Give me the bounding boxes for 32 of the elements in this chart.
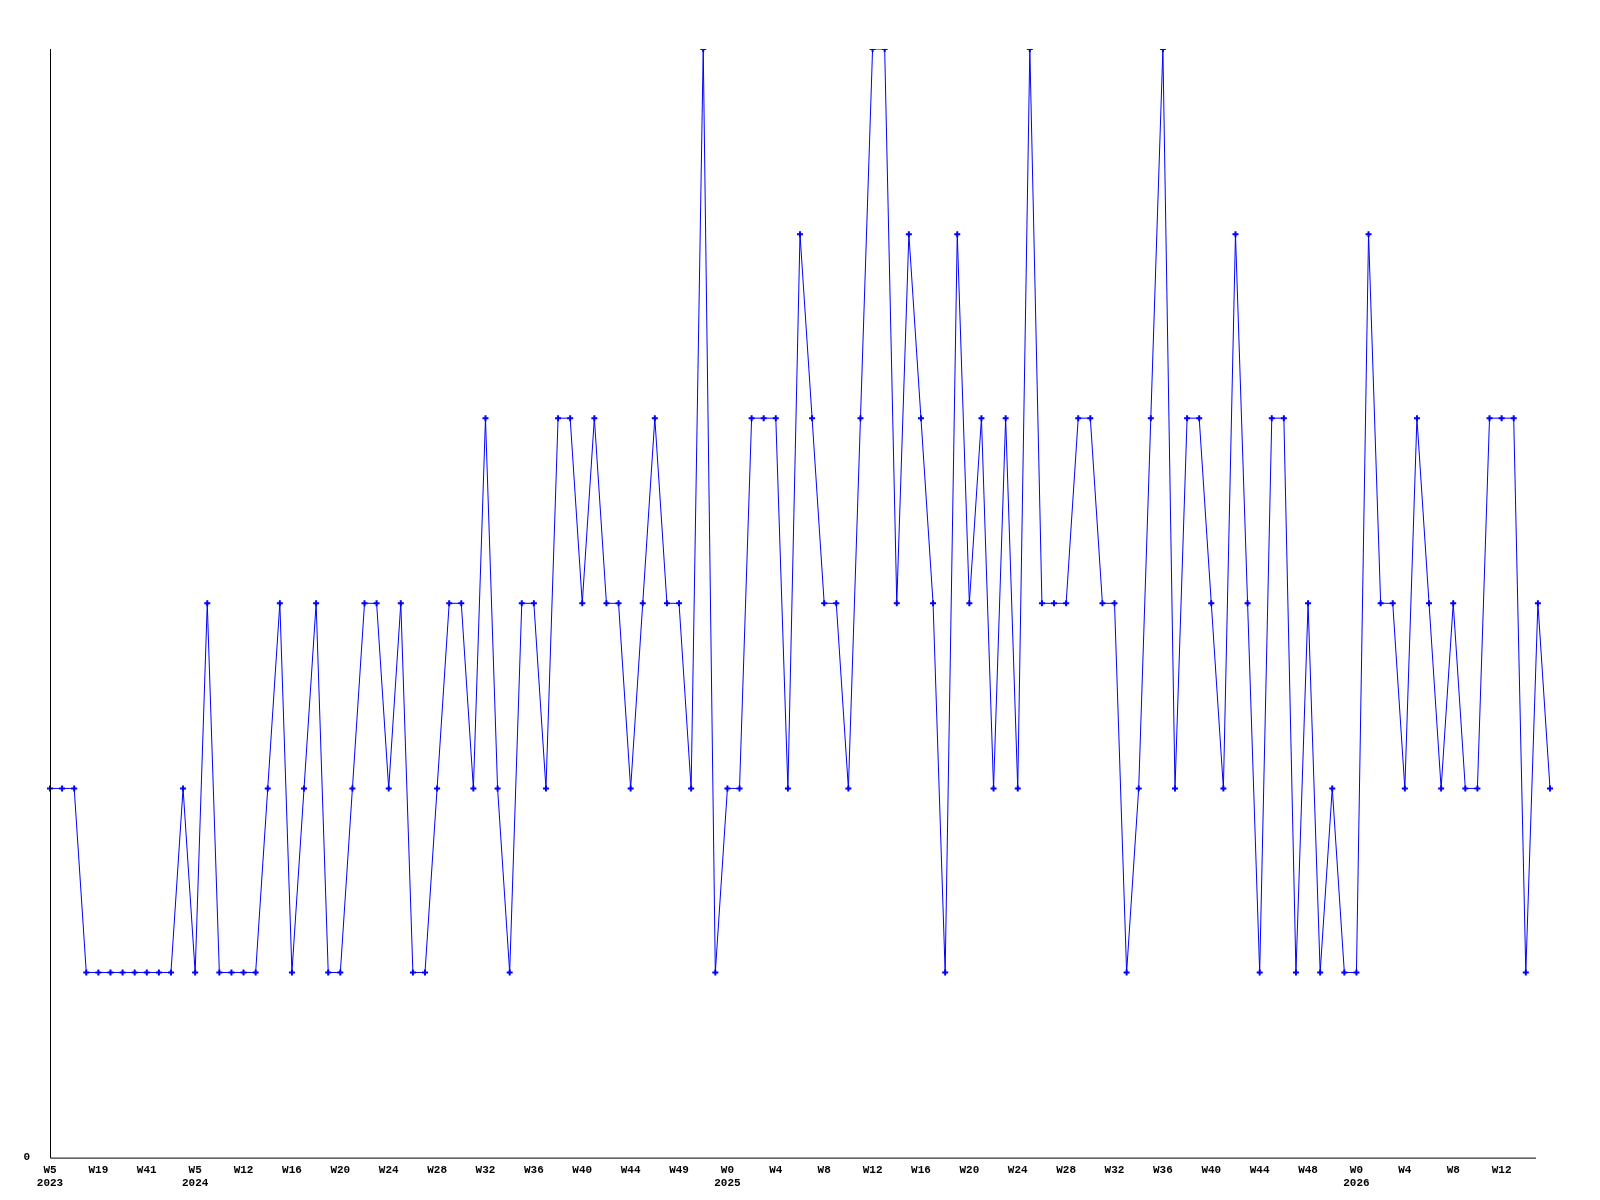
x-tick-label: W16	[282, 1163, 302, 1176]
x-tick-label: W5 2023	[36, 1163, 64, 1190]
x-tick-label: W40	[1201, 1163, 1222, 1176]
x-tick-label: W44	[1249, 1163, 1270, 1176]
x-tick-label: W48	[1298, 1163, 1319, 1176]
x-tick-label: W44	[620, 1163, 641, 1176]
x-tick-label: W19	[88, 1163, 109, 1176]
x-tick-label: W12	[233, 1163, 254, 1176]
x-tick-label: W32	[475, 1163, 496, 1176]
x-tick-label: W0 2025	[714, 1163, 742, 1190]
x-tick-label: W20	[330, 1163, 351, 1176]
x-tick-label: W20	[959, 1163, 980, 1176]
x-tick-label: W49	[669, 1163, 689, 1176]
x-tick-label: W4	[1398, 1163, 1412, 1176]
x-tick-label: W16	[911, 1163, 931, 1176]
x-tick-label: W5 2024	[181, 1163, 209, 1190]
x-tick-label: W0 2026	[1343, 1163, 1370, 1190]
x-tick-label: W24	[378, 1163, 400, 1176]
x-tick-label: W36	[523, 1163, 544, 1176]
x-tick-label: W24	[1007, 1163, 1029, 1176]
x-tick-label: W12	[862, 1163, 883, 1176]
x-tick-label: W36	[1153, 1163, 1173, 1176]
x-tick-label: W4	[769, 1163, 783, 1176]
x-tick-label: W8	[817, 1163, 832, 1176]
x-tick-label: W28	[427, 1163, 448, 1176]
x-tick-label: W40	[572, 1163, 593, 1176]
x-tick-label: W12	[1491, 1163, 1512, 1176]
x-tick-label: W8	[1446, 1163, 1461, 1176]
text: 0	[23, 1151, 30, 1164]
x-tick-label: W32	[1104, 1163, 1125, 1176]
x-tick-label: W28	[1056, 1163, 1077, 1176]
x-tick-label: W41	[136, 1163, 158, 1176]
